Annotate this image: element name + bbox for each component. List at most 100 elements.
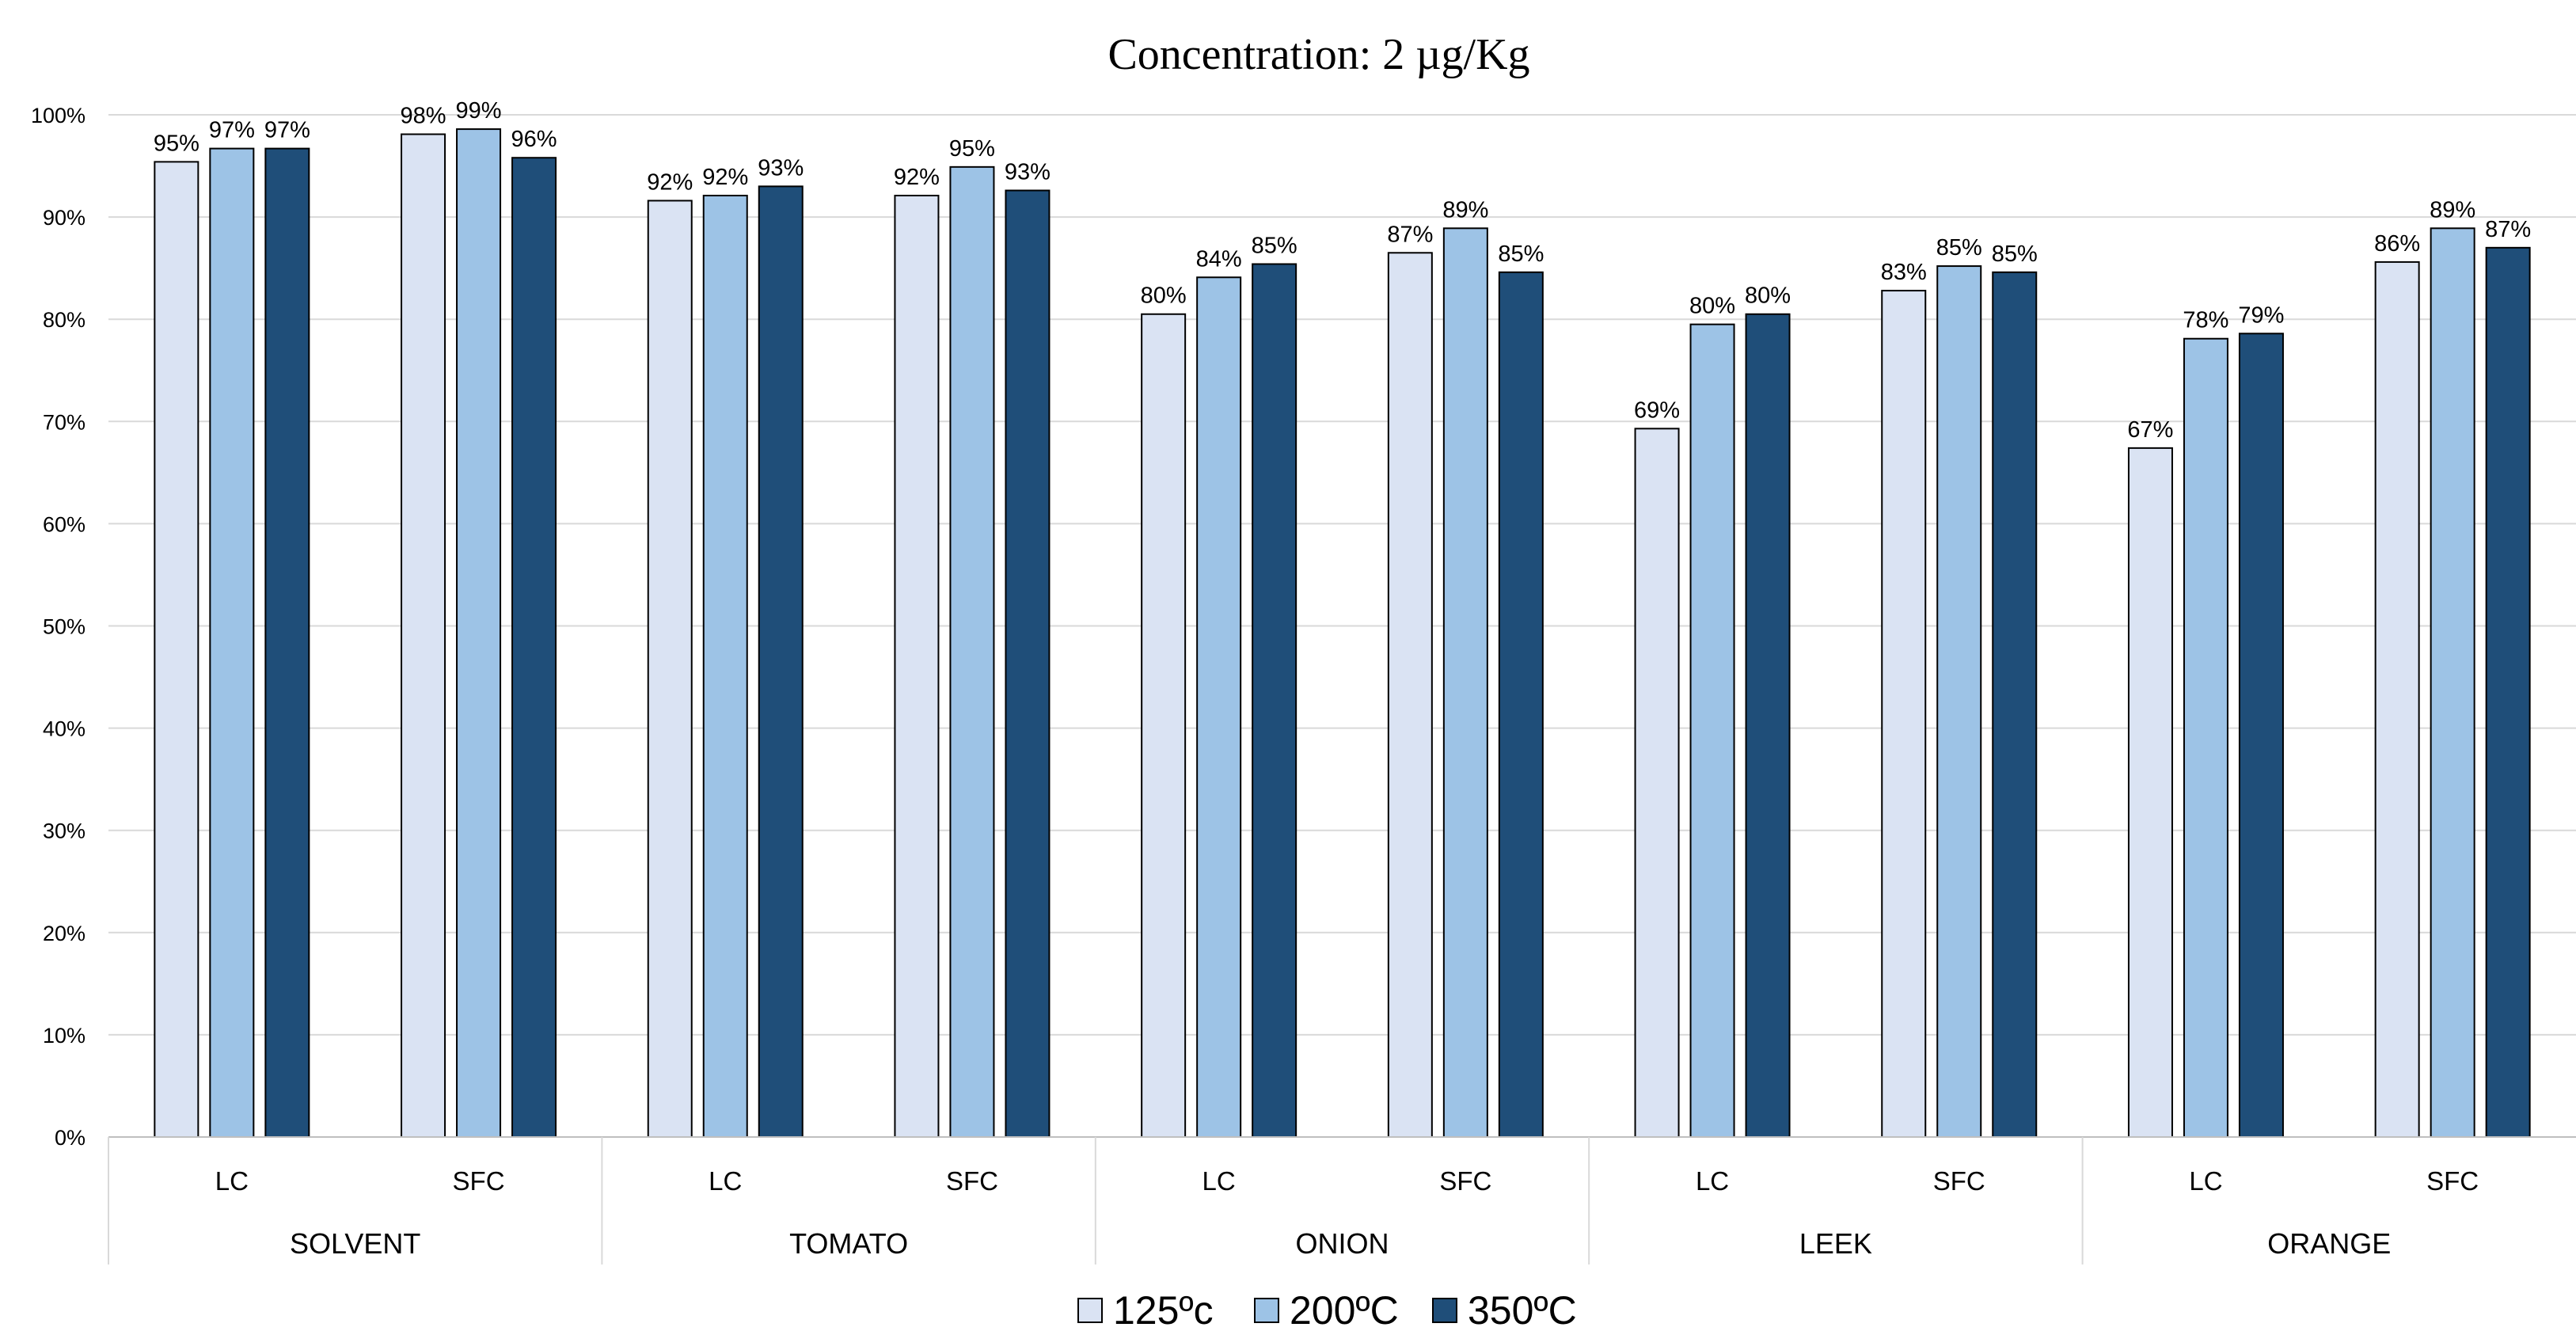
data-label: 95% xyxy=(949,136,995,162)
y-tick-label: 50% xyxy=(43,615,85,639)
x-axis: SOLVENT LC SFC TOMATO LC SFC ONION LC SFC LEEK LC S… xyxy=(108,1136,2576,1264)
subcategory-label: SFC xyxy=(1439,1166,1491,1196)
bar xyxy=(264,147,310,1138)
bar xyxy=(2238,333,2284,1138)
y-tick-label: 100% xyxy=(31,104,85,127)
bar xyxy=(456,128,502,1139)
bar xyxy=(1689,323,1735,1138)
data-label: 69% xyxy=(1634,397,1680,423)
data-label: 85% xyxy=(1498,241,1544,267)
data-label: 97% xyxy=(264,118,310,143)
data-label: 89% xyxy=(1442,197,1488,222)
bar xyxy=(1936,265,1982,1138)
data-label: 85% xyxy=(1992,241,2038,267)
data-label: 93% xyxy=(758,155,804,181)
bar xyxy=(1252,263,1297,1139)
y-tick-label: 70% xyxy=(43,410,85,434)
bar xyxy=(209,147,255,1138)
subcategory-label: SFC xyxy=(453,1166,505,1196)
y-tick-label: 30% xyxy=(43,820,85,843)
data-label: 95% xyxy=(154,131,199,156)
legend-swatch xyxy=(1077,1298,1103,1323)
bar xyxy=(949,165,995,1139)
data-label: 85% xyxy=(1252,233,1297,258)
legend-swatch xyxy=(1254,1298,1279,1323)
y-tick-label: 60% xyxy=(43,512,85,536)
subcategory-label: LC xyxy=(215,1166,249,1196)
bar xyxy=(1141,313,1187,1138)
bars xyxy=(154,128,2531,1139)
bar xyxy=(647,200,693,1139)
data-label: 93% xyxy=(1005,160,1051,185)
bar xyxy=(1196,276,1242,1138)
bar xyxy=(758,185,804,1138)
data-label: 84% xyxy=(1196,246,1242,272)
subcategory-label: SFC xyxy=(1933,1166,1985,1196)
bar xyxy=(1634,428,1680,1138)
bar xyxy=(2374,260,2420,1138)
y-axis-ticks: 0% 10% 20% 30% 40% 50% 60% 70% 80% 90% 100% xyxy=(31,104,85,1150)
data-label: 97% xyxy=(209,118,255,143)
bar xyxy=(2183,337,2228,1138)
data-label: 96% xyxy=(511,127,557,152)
bar xyxy=(2430,227,2475,1138)
y-tick-label: 20% xyxy=(43,922,85,945)
bar xyxy=(511,157,557,1138)
data-label: 87% xyxy=(2485,217,2531,242)
y-tick-label: 0% xyxy=(55,1126,85,1150)
subcategory-label: SFC xyxy=(2426,1166,2479,1196)
y-tick-label: 90% xyxy=(43,206,85,230)
legend: 125ºc 200ºC 350ºC xyxy=(1077,1288,1577,1331)
bar xyxy=(2485,246,2531,1139)
bar xyxy=(154,161,199,1139)
data-label: 92% xyxy=(894,165,940,190)
subcategory-label: LC xyxy=(2189,1166,2222,1196)
bar xyxy=(702,194,748,1138)
legend-label: 125ºc xyxy=(1113,1288,1214,1331)
group-label: LEEK xyxy=(1799,1227,1872,1260)
data-label: 98% xyxy=(401,104,446,129)
subcategory-label: LC xyxy=(1696,1166,1729,1196)
subcategory-label: LC xyxy=(1203,1166,1236,1196)
bar xyxy=(1881,290,1927,1138)
y-tick-label: 40% xyxy=(43,717,85,741)
legend-label: 350ºC xyxy=(1468,1288,1577,1331)
bar xyxy=(1387,252,1433,1138)
data-label: 86% xyxy=(2374,231,2420,257)
data-label: 92% xyxy=(702,165,748,190)
bar xyxy=(1005,189,1051,1138)
data-label: 78% xyxy=(2183,308,2228,333)
data-label: 83% xyxy=(1881,260,1927,285)
legend-label: 200ºC xyxy=(1290,1288,1399,1331)
bar xyxy=(401,133,446,1138)
group-label: ORANGE xyxy=(2267,1227,2391,1260)
bar xyxy=(2127,447,2173,1138)
bar xyxy=(1992,271,2038,1139)
group-label: ONION xyxy=(1295,1227,1389,1260)
bar xyxy=(894,194,940,1138)
data-label: 80% xyxy=(1689,294,1735,319)
bar xyxy=(1498,271,1544,1139)
data-labels: 95% 97% 97% 98% 99% 96% 92% 92% 93% 92% 95% 93% 80% 8… xyxy=(154,98,2531,443)
legend-swatch xyxy=(1432,1298,1457,1323)
data-label: 79% xyxy=(2238,302,2284,328)
data-label: 67% xyxy=(2127,417,2173,443)
data-label: 85% xyxy=(1936,235,1982,260)
y-tick-label: 80% xyxy=(43,308,85,332)
data-label: 99% xyxy=(456,98,502,124)
data-label: 87% xyxy=(1387,222,1433,247)
bar xyxy=(1745,313,1791,1138)
subcategory-label: LC xyxy=(709,1166,742,1196)
data-label: 80% xyxy=(1745,283,1791,309)
subcategory-label: SFC xyxy=(946,1166,998,1196)
data-label: 92% xyxy=(647,169,693,195)
group-label: SOLVENT xyxy=(290,1227,420,1260)
group-label: TOMATO xyxy=(789,1227,908,1260)
y-tick-label: 10% xyxy=(43,1024,85,1048)
chart-title: Concentration: 2 µg/Kg xyxy=(1108,30,1529,79)
bar xyxy=(1442,227,1488,1138)
data-label: 89% xyxy=(2430,197,2475,222)
data-label: 80% xyxy=(1141,283,1187,309)
